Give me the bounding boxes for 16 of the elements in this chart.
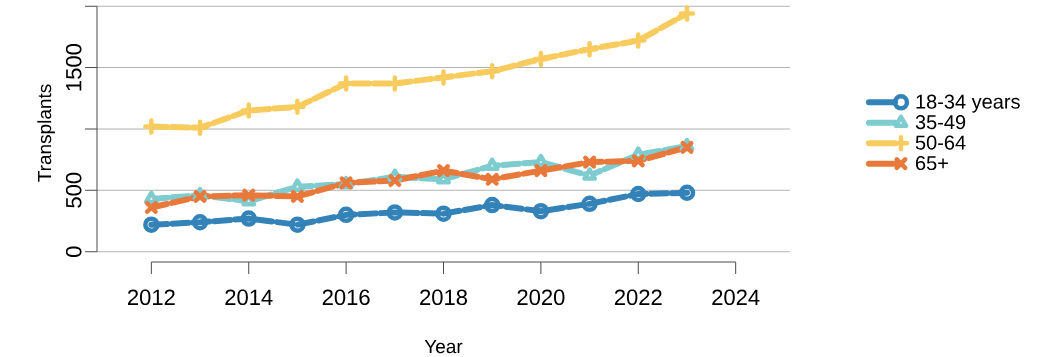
x-tick-label: 2020 <box>517 289 565 306</box>
x-axis-title: Year <box>424 339 463 354</box>
x-tick-label: 2022 <box>614 289 662 306</box>
y-tick-label: 500 <box>65 172 82 208</box>
legend-label: 18-34 years <box>916 94 1020 113</box>
x-tick-label: 2014 <box>225 289 273 306</box>
x-tick-label: 2016 <box>322 289 370 306</box>
y-axis-title: Transplants <box>37 84 56 182</box>
y-tick-label: 1500 <box>65 43 82 91</box>
legend-label: 35-49 <box>915 115 966 130</box>
legend-label: 50-64 <box>915 135 966 150</box>
legend-label: 65+ <box>915 155 948 171</box>
x-tick-label: 2018 <box>420 289 468 306</box>
x-tick-label: 2012 <box>127 289 175 306</box>
y-tick-label: 0 <box>65 246 82 257</box>
x-tick-label: 2024 <box>712 289 760 306</box>
